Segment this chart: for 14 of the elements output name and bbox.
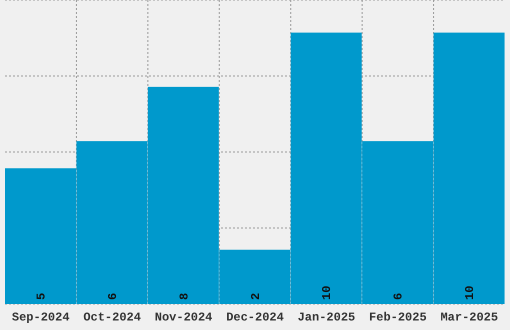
x-tick-label: Oct-2024 xyxy=(83,310,141,325)
x-tick-label: Sep-2024 xyxy=(12,310,70,325)
x-tick-label: Dec-2024 xyxy=(226,310,284,325)
x-tick-label: Nov-2024 xyxy=(154,310,212,325)
data-label: 5 xyxy=(34,292,48,300)
x-tick-label: Jan-2025 xyxy=(298,310,356,325)
data-label: 6 xyxy=(392,292,406,300)
x-tick-label: Mar-2025 xyxy=(440,310,498,325)
data-label: 6 xyxy=(106,292,120,300)
data-label: 10 xyxy=(320,286,334,300)
x-tick-label: Feb-2025 xyxy=(369,310,427,325)
data-label: 10 xyxy=(463,286,478,300)
data-label: 2 xyxy=(248,292,263,300)
data-label: 8 xyxy=(177,292,192,300)
